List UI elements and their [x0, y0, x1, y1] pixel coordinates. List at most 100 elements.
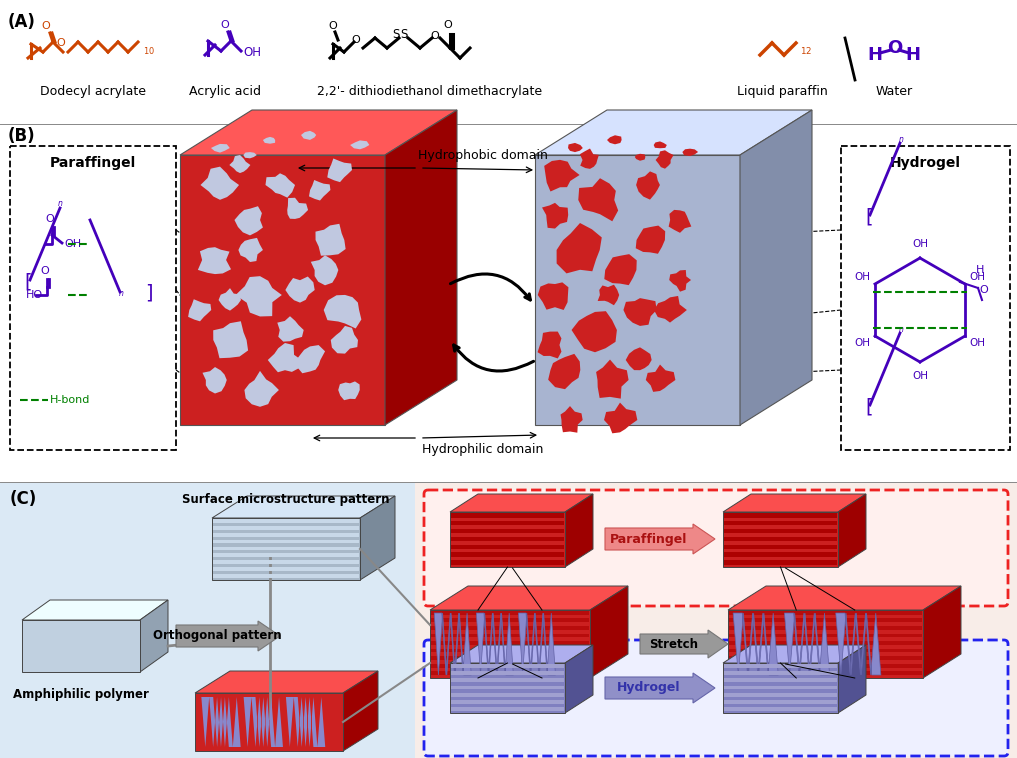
- Text: Paraffingel: Paraffingel: [50, 156, 136, 170]
- Text: O: O: [328, 21, 338, 31]
- Polygon shape: [729, 672, 922, 675]
- Text: Surface microstructure pattern: Surface microstructure pattern: [182, 493, 390, 506]
- Polygon shape: [22, 600, 168, 620]
- FancyArrow shape: [605, 673, 715, 703]
- Polygon shape: [784, 613, 830, 675]
- Polygon shape: [729, 664, 922, 668]
- Text: H-bond: H-bond: [50, 395, 91, 405]
- Polygon shape: [188, 299, 212, 321]
- Text: Acrylic acid: Acrylic acid: [189, 85, 261, 98]
- Polygon shape: [548, 354, 581, 389]
- Polygon shape: [278, 316, 304, 342]
- FancyBboxPatch shape: [424, 640, 1008, 756]
- Polygon shape: [263, 137, 276, 144]
- Polygon shape: [200, 167, 239, 200]
- Polygon shape: [343, 671, 378, 751]
- Polygon shape: [724, 672, 837, 675]
- Polygon shape: [350, 140, 369, 149]
- Polygon shape: [22, 620, 140, 672]
- FancyBboxPatch shape: [10, 146, 176, 450]
- Polygon shape: [636, 226, 665, 254]
- Polygon shape: [538, 331, 561, 359]
- Text: H: H: [905, 46, 920, 64]
- Polygon shape: [213, 547, 359, 550]
- Polygon shape: [565, 645, 593, 713]
- Polygon shape: [451, 707, 564, 711]
- Text: Hydrophobic domain: Hydrophobic domain: [418, 149, 548, 162]
- Polygon shape: [451, 544, 564, 549]
- Polygon shape: [724, 513, 837, 518]
- Polygon shape: [544, 160, 580, 192]
- Polygon shape: [724, 693, 837, 697]
- Text: O: O: [221, 20, 230, 30]
- Polygon shape: [213, 519, 359, 523]
- Polygon shape: [244, 697, 283, 747]
- Text: [: [: [865, 397, 873, 416]
- Text: $_n$: $_n$: [898, 135, 904, 145]
- Polygon shape: [451, 700, 564, 703]
- Polygon shape: [451, 693, 564, 697]
- Text: H: H: [976, 265, 984, 275]
- Polygon shape: [267, 343, 301, 372]
- Text: OH: OH: [969, 338, 985, 348]
- Polygon shape: [235, 206, 263, 236]
- Polygon shape: [431, 634, 589, 637]
- Polygon shape: [213, 526, 359, 530]
- Polygon shape: [838, 494, 866, 567]
- Text: S: S: [393, 29, 400, 42]
- Polygon shape: [598, 285, 619, 305]
- Text: O: O: [888, 39, 903, 57]
- Polygon shape: [669, 270, 691, 292]
- Polygon shape: [180, 155, 385, 425]
- Polygon shape: [724, 529, 837, 533]
- Polygon shape: [724, 707, 837, 711]
- Polygon shape: [323, 295, 361, 328]
- Text: HO: HO: [26, 290, 43, 300]
- Polygon shape: [451, 537, 564, 541]
- Polygon shape: [656, 150, 673, 169]
- Text: [: [: [24, 272, 32, 292]
- Polygon shape: [723, 645, 866, 663]
- Polygon shape: [451, 553, 564, 557]
- Polygon shape: [542, 203, 569, 229]
- Polygon shape: [724, 521, 837, 525]
- Polygon shape: [728, 586, 961, 610]
- Polygon shape: [623, 298, 657, 326]
- Polygon shape: [625, 347, 652, 370]
- Polygon shape: [451, 560, 564, 565]
- Polygon shape: [519, 613, 555, 675]
- Text: Water: Water: [876, 85, 912, 98]
- Polygon shape: [450, 494, 593, 512]
- Polygon shape: [415, 483, 1017, 758]
- Polygon shape: [733, 613, 778, 675]
- Polygon shape: [724, 685, 837, 690]
- Polygon shape: [646, 365, 675, 392]
- Polygon shape: [728, 610, 923, 678]
- Text: OH: OH: [912, 371, 928, 381]
- Polygon shape: [286, 697, 325, 747]
- Polygon shape: [724, 700, 837, 703]
- Text: $_n$: $_n$: [898, 325, 904, 335]
- Polygon shape: [535, 110, 812, 155]
- Polygon shape: [636, 171, 660, 199]
- Polygon shape: [724, 678, 837, 682]
- Polygon shape: [212, 496, 395, 518]
- Text: OH: OH: [855, 272, 871, 282]
- Polygon shape: [331, 326, 358, 354]
- Polygon shape: [211, 144, 230, 152]
- Polygon shape: [836, 613, 881, 675]
- Polygon shape: [450, 663, 565, 713]
- Polygon shape: [0, 483, 415, 758]
- Polygon shape: [724, 664, 837, 668]
- Polygon shape: [230, 155, 250, 173]
- Polygon shape: [451, 529, 564, 533]
- Polygon shape: [431, 656, 589, 660]
- Polygon shape: [535, 155, 740, 425]
- Polygon shape: [729, 634, 922, 637]
- Text: OH: OH: [912, 239, 928, 249]
- Text: (C): (C): [10, 490, 38, 508]
- Polygon shape: [213, 567, 359, 571]
- Polygon shape: [723, 494, 866, 512]
- FancyBboxPatch shape: [841, 146, 1010, 450]
- Polygon shape: [265, 174, 295, 198]
